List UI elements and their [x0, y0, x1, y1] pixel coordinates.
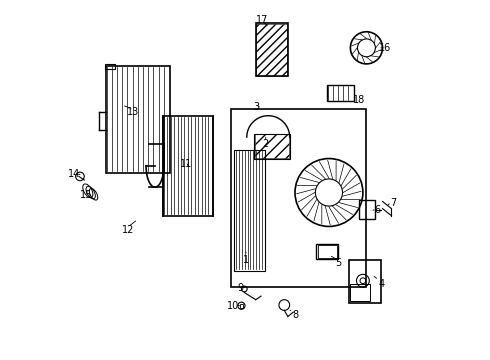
Bar	[255, 134, 289, 158]
Text: 5: 5	[336, 258, 342, 268]
Bar	[327, 85, 354, 102]
Bar	[350, 284, 370, 301]
Text: 4: 4	[378, 279, 385, 289]
Text: 3: 3	[253, 102, 260, 112]
Text: 12: 12	[122, 225, 134, 235]
Text: 17: 17	[256, 15, 269, 25]
Text: 8: 8	[292, 310, 298, 320]
Bar	[240, 304, 243, 307]
Bar	[163, 116, 213, 216]
Text: 2: 2	[263, 139, 269, 149]
Text: 15: 15	[80, 190, 92, 200]
Text: 6: 6	[375, 205, 381, 215]
Bar	[348, 260, 381, 303]
Text: 13: 13	[127, 107, 140, 117]
Bar	[106, 66, 170, 173]
Bar	[254, 134, 290, 158]
Bar	[234, 150, 265, 271]
Bar	[104, 64, 115, 69]
Text: 7: 7	[390, 198, 396, 208]
Text: 11: 11	[180, 159, 192, 169]
Text: 14: 14	[68, 168, 80, 179]
Text: 10: 10	[227, 301, 240, 311]
Bar	[256, 23, 288, 76]
Text: 16: 16	[379, 43, 392, 53]
Text: 18: 18	[353, 95, 366, 105]
Text: 9: 9	[238, 283, 244, 293]
Bar	[318, 246, 337, 257]
Bar	[256, 23, 287, 76]
Bar	[231, 109, 367, 287]
Bar	[359, 200, 375, 219]
Text: 1: 1	[243, 255, 249, 265]
Bar	[317, 244, 338, 258]
